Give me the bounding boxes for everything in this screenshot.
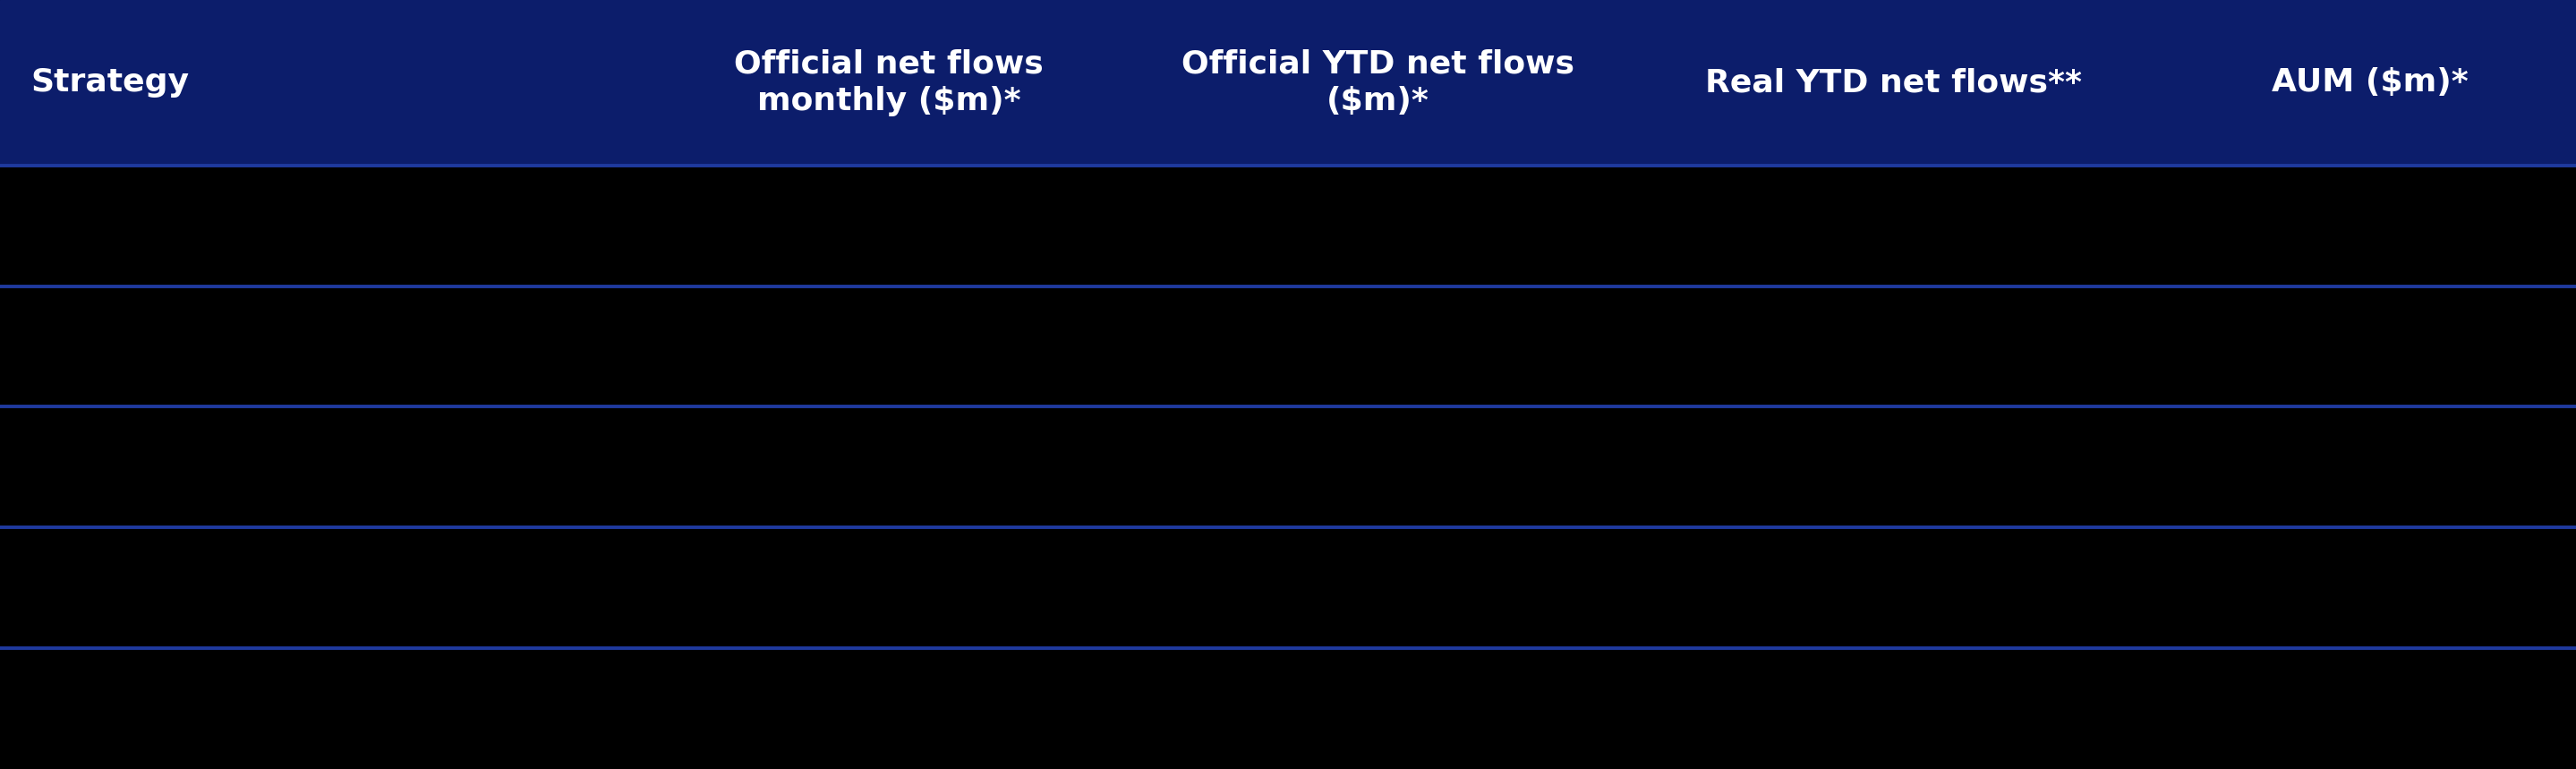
Bar <box>0 528 2576 648</box>
Text: AUM ($m)*: AUM ($m)* <box>2272 68 2468 98</box>
Bar <box>0 286 2576 407</box>
Bar <box>0 165 2576 286</box>
Text: Official net flows
monthly ($m)*: Official net flows monthly ($m)* <box>734 48 1043 117</box>
Text: Strategy: Strategy <box>31 68 191 98</box>
Text: Real YTD net flows**: Real YTD net flows** <box>1705 68 2081 98</box>
Bar <box>0 648 2576 769</box>
Bar <box>0 0 2576 165</box>
Bar <box>0 407 2576 528</box>
Text: Official YTD net flows
($m)*: Official YTD net flows ($m)* <box>1182 48 1574 117</box>
